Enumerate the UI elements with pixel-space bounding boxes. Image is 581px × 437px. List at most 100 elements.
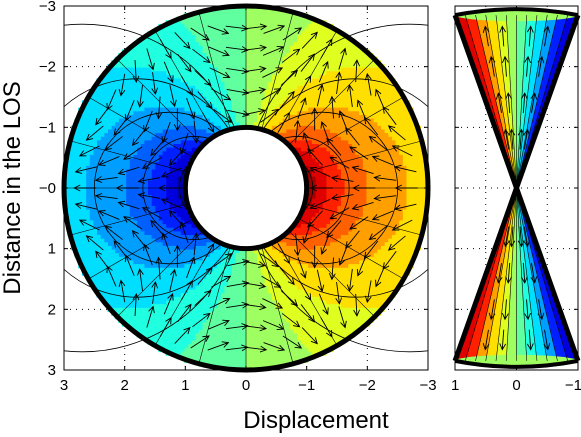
- contour-cell: [340, 326, 345, 331]
- contour-cell: [293, 355, 298, 360]
- contour-cell: [340, 278, 345, 283]
- contour-cell: [329, 267, 334, 273]
- contour-cell: [252, 285, 258, 291]
- contour-cell: [202, 245, 207, 251]
- contour-cell: [398, 140, 403, 145]
- contour-cell: [271, 78, 276, 83]
- contour-cell: [380, 184, 385, 189]
- contour-cell: [384, 296, 389, 302]
- contour-cell: [231, 60, 236, 65]
- contour-cell: [318, 322, 323, 327]
- contour-cell: [249, 20, 254, 25]
- contour-cell: [340, 140, 345, 145]
- contour-cell: [180, 187, 185, 192]
- contour-cell: [373, 275, 378, 280]
- contour-cell: [242, 278, 247, 283]
- contour-cell: [405, 147, 411, 152]
- contour-cell: [362, 205, 367, 211]
- contour-cell: [311, 275, 316, 280]
- contour-cell: [263, 89, 269, 94]
- contour-cell: [365, 60, 371, 65]
- contour-cell: [296, 271, 301, 276]
- contour-cell: [260, 38, 265, 43]
- contour-cell: [373, 154, 378, 160]
- contour-cell: [278, 329, 283, 334]
- contour-cell: [205, 264, 210, 269]
- contour-cell: [354, 209, 360, 214]
- contour-cell: [369, 307, 374, 313]
- contour-cell: [202, 260, 207, 265]
- contour-cell: [187, 122, 192, 127]
- contour-cell: [249, 267, 254, 273]
- contour-cell: [318, 333, 323, 338]
- contour-cell: [391, 140, 396, 145]
- contour-cell: [351, 56, 356, 61]
- contour-cell: [387, 231, 392, 236]
- contour-cell: [307, 129, 312, 134]
- contour-cell: [242, 100, 247, 105]
- contour-cell: [307, 293, 312, 298]
- contour-cell: [314, 158, 320, 163]
- contour-cell: [296, 96, 301, 101]
- contour-cell: [238, 107, 243, 112]
- contour-cell: [398, 125, 403, 131]
- contour-cell: [300, 34, 305, 40]
- contour-cell: [296, 340, 301, 345]
- contour-cell: [285, 125, 290, 131]
- contour-cell: [296, 326, 301, 331]
- contour-cell: [340, 289, 345, 294]
- contour-cell: [191, 311, 196, 316]
- contour-cell: [300, 318, 305, 323]
- contour-cell: [285, 63, 290, 69]
- contour-cell: [354, 89, 360, 94]
- contour-cell: [249, 93, 254, 98]
- contour-cell: [216, 336, 221, 342]
- contour-cell: [384, 249, 389, 254]
- contour-cell: [343, 307, 349, 313]
- contour-cell: [183, 89, 189, 94]
- contour-cell: [293, 285, 298, 291]
- contour-cell: [365, 311, 371, 316]
- contour-cell: [227, 278, 232, 283]
- contour-cell: [325, 202, 331, 207]
- contour-cell: [402, 267, 407, 273]
- contour-cell: [362, 264, 367, 269]
- contour-cell: [405, 162, 411, 167]
- contour-cell: [322, 242, 327, 247]
- contour-cell: [300, 329, 305, 334]
- contour-cell: [289, 56, 294, 61]
- contour-cell: [212, 107, 218, 112]
- contour-cell: [314, 93, 320, 98]
- contour-cell: [227, 336, 232, 342]
- contour-cell: [311, 260, 316, 265]
- contour-cell: [202, 82, 207, 87]
- contour-cell: [238, 278, 243, 283]
- contour-cell: [278, 38, 283, 43]
- contour-cell: [271, 85, 276, 91]
- contour-cell: [252, 107, 258, 112]
- contour-cell: [252, 16, 258, 21]
- contour-cell: [387, 118, 392, 123]
- contour-cell: [202, 293, 207, 298]
- contour-cell: [183, 107, 189, 112]
- contour-cell: [293, 107, 298, 112]
- contour-cell: [245, 278, 250, 283]
- contour-cell: [223, 304, 229, 309]
- contour-cell: [347, 107, 352, 112]
- contour-cell: [249, 85, 254, 91]
- contour-cell: [198, 114, 203, 120]
- contour-cell: [318, 103, 323, 109]
- contour-cell: [176, 202, 181, 207]
- contour-cell: [212, 333, 218, 338]
- contour-cell: [271, 326, 276, 331]
- contour-cell: [365, 260, 371, 265]
- contour-cell: [351, 253, 356, 258]
- contour-cell: [187, 111, 192, 116]
- contour-cell: [311, 74, 316, 80]
- contour-cell: [285, 12, 290, 18]
- contour-cell: [176, 144, 181, 149]
- contour-cell: [271, 318, 276, 323]
- contour-cell: [311, 96, 316, 101]
- contour-cell: [307, 27, 312, 32]
- contour-cell: [289, 311, 294, 316]
